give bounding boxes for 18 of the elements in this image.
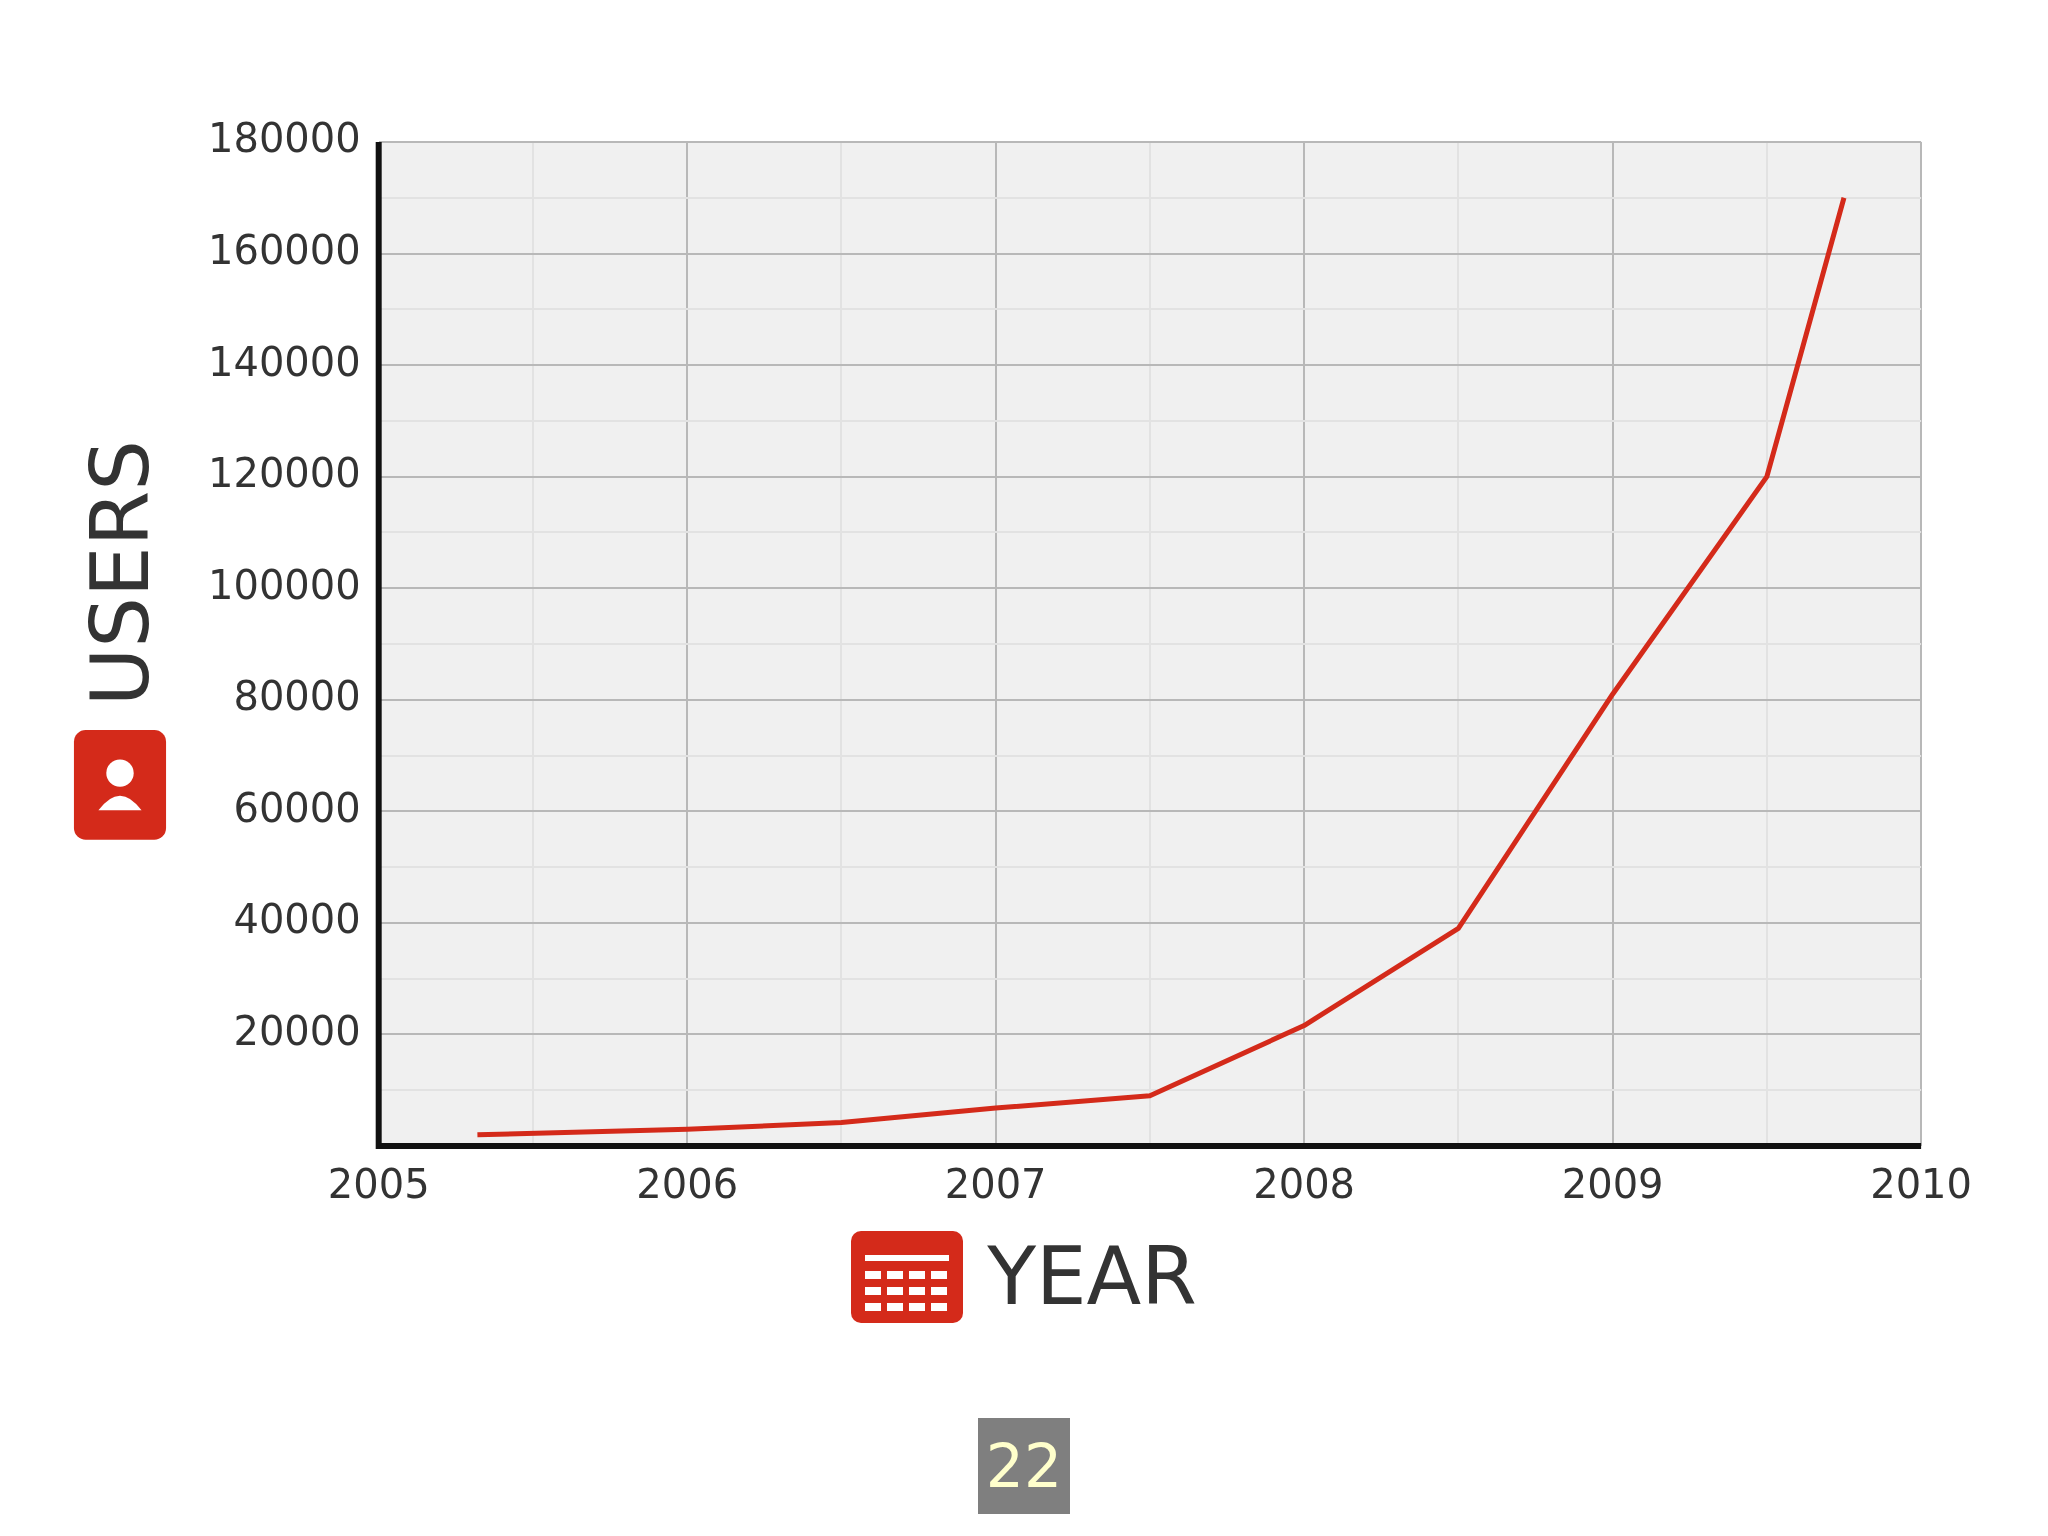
x-axis-title: YEAR bbox=[987, 1230, 1197, 1323]
x-tick-label: 2010 bbox=[1870, 1161, 1972, 1208]
y-tick-label: 160000 bbox=[207, 226, 361, 273]
y-tick-label: 100000 bbox=[207, 561, 361, 608]
y-tick-label: 60000 bbox=[233, 784, 361, 831]
y-tick-label: 180000 bbox=[207, 115, 361, 162]
x-tick-label: 2009 bbox=[1561, 1161, 1664, 1208]
x-tick-label: 2008 bbox=[1253, 1161, 1356, 1208]
y-tick-label: 80000 bbox=[233, 673, 361, 720]
x-tick-label: 2005 bbox=[327, 1161, 430, 1208]
x-tick-label: 2006 bbox=[636, 1161, 739, 1208]
y-tick-label: 40000 bbox=[233, 896, 361, 943]
y-tick-label: 140000 bbox=[207, 338, 361, 385]
y-tick-label: 120000 bbox=[207, 450, 361, 497]
y-axis-title: USERS bbox=[73, 440, 167, 707]
x-tick-label: 2007 bbox=[944, 1161, 1047, 1208]
text: 22 bbox=[978, 1418, 1070, 1514]
y-tick-label: 20000 bbox=[233, 1007, 361, 1054]
